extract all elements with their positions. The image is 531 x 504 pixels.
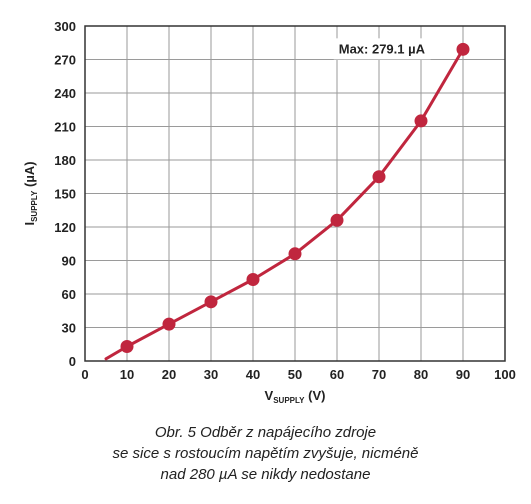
data-point (414, 114, 428, 128)
series-line (104, 47, 465, 361)
y-tick-label: 270 (54, 53, 76, 68)
data-point (120, 339, 134, 353)
x-tick-label: 50 (288, 367, 302, 382)
figure-caption: Obr. 5 Odběr z napájecího zdroje se sice… (0, 422, 531, 485)
x-tick-label: 30 (204, 367, 218, 382)
supply-current-chart: 0 10 20 30 40 50 60 70 80 90 100 0 30 60 90 120 150 180 2… (22, 19, 516, 405)
y-tick-label: 300 (54, 19, 76, 34)
caption-line-3: nad 280 µA se nikdy nedostane (160, 466, 371, 483)
data-point (456, 42, 470, 56)
y-tick-label: 180 (54, 153, 76, 168)
x-tick-label: 100 (494, 367, 516, 382)
annotation-background (333, 38, 431, 60)
x-axis-title-sub: SUPPLY (273, 396, 305, 405)
data-point (330, 213, 344, 227)
y-tick-label: 90 (62, 254, 76, 269)
y-tick-label: 120 (54, 220, 76, 235)
y-tick-label: 60 (62, 287, 76, 302)
caption-line-2: se sice s rostoucím napětím zvyšuje, nic… (112, 445, 419, 462)
data-point (162, 317, 176, 331)
y-tick-label: 210 (54, 120, 76, 135)
x-tick-label: 20 (162, 367, 176, 382)
x-tick-label: 0 (81, 367, 88, 382)
data-point (372, 170, 386, 184)
data-points (120, 42, 470, 353)
y-tick-label: 240 (54, 86, 76, 101)
caption-line-1: Obr. 5 Odběr z napájecího zdroje (154, 424, 377, 441)
max-annotation: Max: 279.1 µA (339, 41, 426, 56)
data-point (246, 272, 260, 286)
x-axis-title-unit: (V) (305, 388, 326, 403)
x-axis-title: VSUPPLY (V) (265, 388, 326, 405)
x-tick-label: 60 (330, 367, 344, 382)
data-point (288, 247, 302, 261)
plot-frame (84, 25, 506, 362)
x-axis-title-main: V (265, 388, 274, 403)
x-tick-label: 90 (456, 367, 470, 382)
x-tick-label: 80 (414, 367, 428, 382)
y-axis-title-main: I (22, 222, 37, 226)
y-tick-label: 30 (62, 321, 76, 336)
x-tick-labels: 0 10 20 30 40 50 60 70 80 90 100 (81, 367, 515, 382)
y-tick-label: 0 (69, 354, 76, 369)
x-tick-label: 10 (120, 367, 134, 382)
x-tick-label: 40 (246, 367, 260, 382)
y-tick-label: 150 (54, 187, 76, 202)
y-axis-title-sub: SUPPLY (30, 190, 39, 222)
x-tick-label: 70 (372, 367, 386, 382)
grid (85, 26, 505, 361)
y-axis-title: ISUPPLY (µA) (22, 161, 39, 225)
data-point (204, 295, 218, 309)
y-tick-labels: 0 30 60 90 120 150 180 210 240 270 300 (54, 19, 76, 369)
y-axis-title-unit: (µA) (22, 161, 37, 190)
